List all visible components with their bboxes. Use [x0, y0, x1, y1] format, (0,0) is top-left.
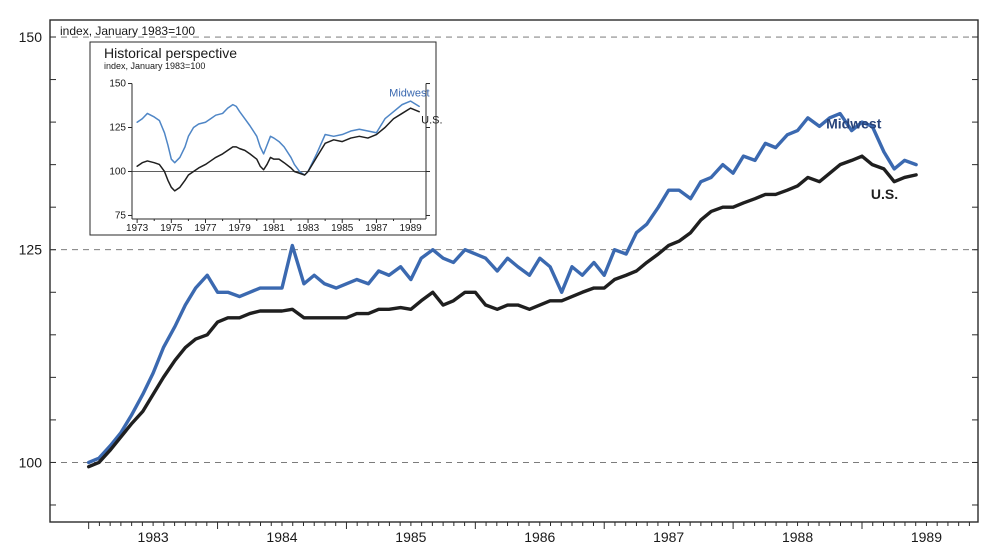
svg-text:100: 100	[19, 454, 43, 470]
svg-text:1984: 1984	[266, 529, 297, 545]
svg-text:125: 125	[19, 242, 43, 258]
chart-svg: 100 125 150 1983 1984 1985 1986 1987 1988 1989 ind…	[0, 0, 1000, 546]
svg-text:1977: 1977	[194, 223, 217, 234]
svg-text:Historical perspective: Historical perspective	[104, 45, 237, 61]
svg-text:1973: 1973	[126, 223, 149, 234]
svg-text:U.S.: U.S.	[421, 115, 442, 127]
svg-text:1983: 1983	[138, 529, 169, 545]
svg-text:index, January 1983=100: index, January 1983=100	[104, 61, 205, 71]
svg-text:75: 75	[115, 210, 127, 221]
svg-text:U.S.: U.S.	[871, 186, 898, 202]
svg-text:150: 150	[19, 29, 43, 45]
svg-text:1987: 1987	[653, 529, 684, 545]
svg-text:100: 100	[109, 166, 126, 177]
svg-text:1985: 1985	[331, 223, 354, 234]
svg-text:1987: 1987	[365, 223, 388, 234]
svg-text:1989: 1989	[399, 223, 422, 234]
svg-text:Midwest: Midwest	[389, 87, 429, 99]
svg-text:1988: 1988	[782, 529, 813, 545]
svg-text:Midwest: Midwest	[826, 116, 882, 132]
svg-text:index, January 1983=100: index, January 1983=100	[60, 24, 195, 38]
svg-text:1986: 1986	[524, 529, 555, 545]
svg-text:1975: 1975	[160, 223, 183, 234]
svg-text:1983: 1983	[297, 223, 320, 234]
svg-text:150: 150	[109, 79, 126, 90]
svg-text:125: 125	[109, 123, 126, 134]
svg-text:1981: 1981	[263, 223, 286, 234]
svg-text:1979: 1979	[229, 223, 252, 234]
svg-text:1985: 1985	[395, 529, 426, 545]
svg-text:1989: 1989	[911, 529, 942, 545]
chart-container: 100 125 150 1983 1984 1985 1986 1987 1988 1989 ind…	[0, 0, 1000, 546]
